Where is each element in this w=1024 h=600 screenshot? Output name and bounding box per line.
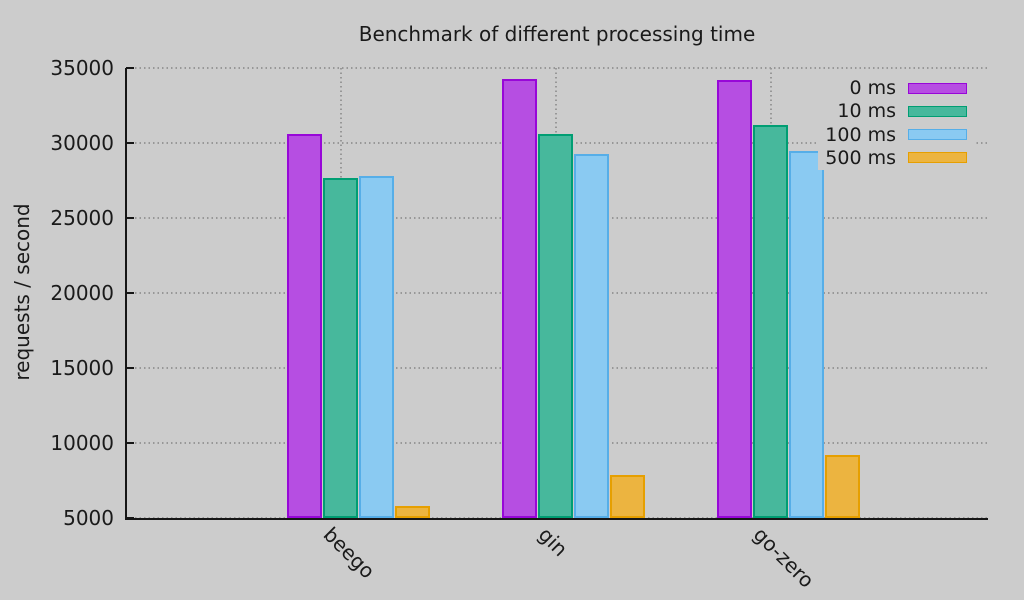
bar-beego-10-ms [323, 177, 358, 518]
bar-beego-500-ms [395, 506, 430, 518]
h-gridline [126, 67, 988, 69]
bar-beego-0-ms [287, 134, 322, 518]
legend-row: 100 ms [818, 124, 974, 146]
bar-beego-100-ms [359, 176, 394, 518]
y-tick-label: 20000 [50, 281, 114, 305]
y-tick-label: 35000 [50, 56, 114, 80]
bar-go-zero-0-ms [717, 80, 752, 518]
chart-title: Benchmark of different processing time [358, 22, 756, 46]
y-tick-label: 30000 [50, 131, 114, 155]
y-tick-mark [126, 217, 134, 219]
x-axis-label: go-zero [748, 522, 819, 593]
legend-row: 0 ms [818, 77, 974, 99]
bar-gin-0-ms [502, 78, 537, 518]
legend: 0 ms 10 ms 100 ms 500 ms [818, 76, 974, 170]
legend-row: 10 ms [818, 100, 974, 122]
y-tick-mark [126, 67, 134, 69]
y-tick-mark [126, 442, 134, 444]
legend-label: 0 ms [849, 77, 896, 99]
y-tick-label: 25000 [50, 206, 114, 230]
x-axis-label: gin [533, 522, 573, 562]
bar-gin-100-ms [574, 153, 609, 518]
bar-gin-10-ms [538, 134, 573, 518]
bar-go-zero-500-ms [825, 455, 860, 518]
x-axis-label: beego [318, 522, 380, 584]
legend-swatch [908, 105, 967, 117]
legend-label: 100 ms [825, 123, 896, 146]
y-tick-label: 5000 [63, 506, 114, 530]
y-axis-line [125, 68, 127, 520]
y-tick-label: 10000 [50, 431, 114, 455]
y-tick-mark [126, 367, 134, 369]
legend-label: 500 ms [825, 146, 896, 169]
legend-swatch [908, 152, 967, 164]
legend-swatch [908, 82, 967, 94]
y-tick-mark [126, 292, 134, 294]
x-axis-line [125, 517, 988, 520]
legend-row: 500 ms [818, 147, 974, 169]
legend-label: 10 ms [837, 100, 896, 123]
y-tick-mark [126, 517, 134, 519]
bar-go-zero-10-ms [753, 125, 788, 518]
bar-gin-500-ms [610, 474, 645, 518]
y-tick-mark [126, 142, 134, 144]
legend-swatch [908, 129, 967, 141]
y-tick-label: 15000 [50, 356, 114, 380]
bar-go-zero-100-ms [789, 150, 824, 518]
